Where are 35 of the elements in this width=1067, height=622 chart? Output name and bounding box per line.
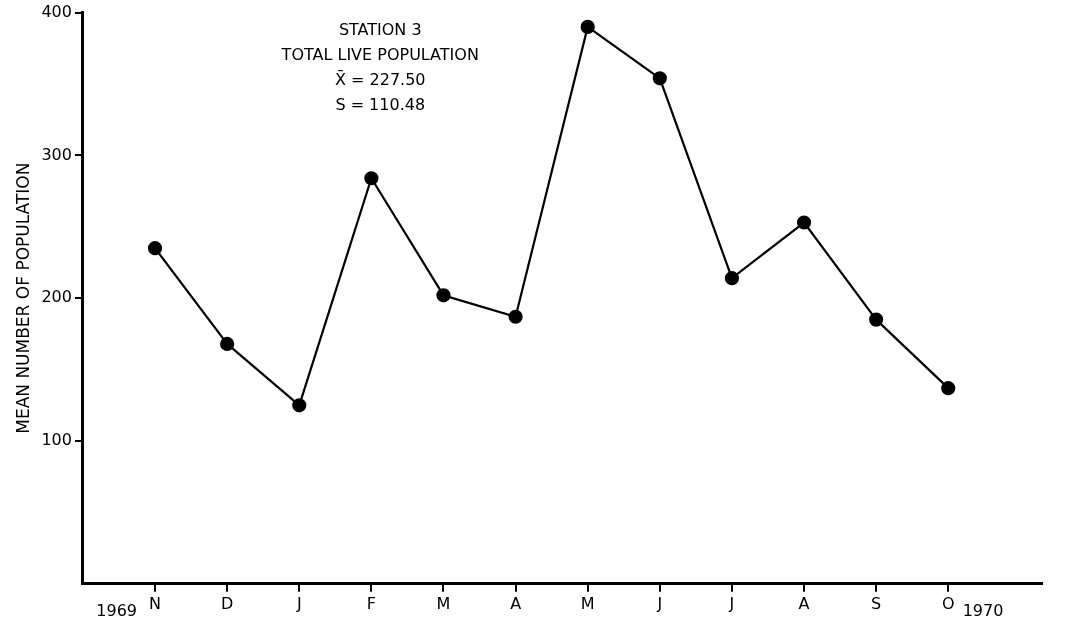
point xyxy=(869,312,884,327)
point xyxy=(724,271,740,286)
x-tick-label: F xyxy=(366,593,376,613)
point xyxy=(436,288,451,303)
x-tick-label: N xyxy=(149,593,162,613)
point xyxy=(220,336,235,351)
annotation: X̄ = 227.50 xyxy=(334,69,426,89)
x-tick-label: D xyxy=(220,593,234,613)
x-tick-label: A xyxy=(510,593,522,613)
x-tick-label: M xyxy=(580,593,595,613)
x-tick-label: J xyxy=(295,593,302,613)
point xyxy=(941,381,956,396)
y-tick-label: 200 xyxy=(41,287,72,307)
x-tick-label: S xyxy=(871,593,882,613)
point xyxy=(364,171,379,186)
x-tick-label: A xyxy=(798,593,810,613)
y-tick-label: 100 xyxy=(41,430,72,450)
x-tick-label: J xyxy=(656,593,663,613)
point xyxy=(796,215,812,230)
point xyxy=(580,19,595,34)
text: TOTAL LIVE POPULATION xyxy=(280,44,479,64)
point xyxy=(652,71,667,86)
y-tick-label: 400 xyxy=(41,1,72,21)
y-tick-label: 300 xyxy=(41,144,72,164)
x-tick-label: J xyxy=(728,593,735,613)
text: STATION 3 xyxy=(338,19,422,39)
point xyxy=(292,398,307,413)
x-tick-label: M xyxy=(436,593,451,613)
text: 1969 xyxy=(96,600,138,620)
point xyxy=(147,241,163,256)
x-tick-label: O xyxy=(941,593,955,613)
text: 1970 xyxy=(962,600,1004,620)
annotation: S = 110.48 xyxy=(335,94,426,114)
point xyxy=(508,309,523,324)
y-axis-title: MEAN NUMBER OF POPULATION xyxy=(12,162,33,434)
